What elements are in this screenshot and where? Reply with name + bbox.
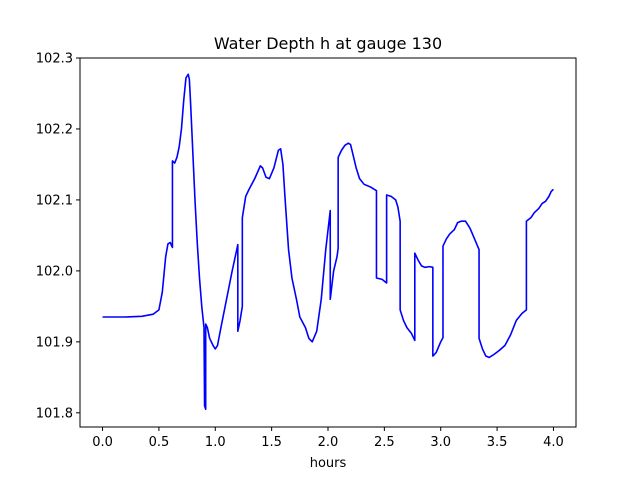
y-tick-label: 102.1 [36,193,73,208]
x-tick-label: 0.0 [92,435,113,450]
y-tick-label: 101.9 [36,335,73,350]
y-tick-label: 102.0 [36,264,73,279]
y-axis-ticks: 101.8 101.9 102.0 102.1 102.2 102.3 [36,52,80,421]
x-tick-label: 3.0 [430,435,451,450]
x-axis-label: hours [310,456,347,471]
y-tick-label: 102.3 [36,52,73,67]
series-layer [102,73,554,411]
x-axis-ticks: 0.0 0.5 1.0 1.5 2.0 2.5 3.0 3.5 4.0 [92,427,564,450]
x-tick-label: 1.5 [261,435,282,450]
chart-title: Water Depth h at gauge 130 [214,34,442,53]
y-tick-label: 102.2 [36,122,73,137]
x-tick-label: 4.0 [543,435,564,450]
x-tick-label: 1.0 [205,435,226,450]
x-tick-label: 2.0 [318,435,339,450]
plot-frame [79,57,577,428]
series-line-0 [102,73,554,411]
x-tick-label: 0.5 [149,435,170,450]
x-tick-label: 2.5 [374,435,395,450]
x-tick-label: 3.5 [487,435,508,450]
y-tick-label: 101.8 [36,406,73,421]
